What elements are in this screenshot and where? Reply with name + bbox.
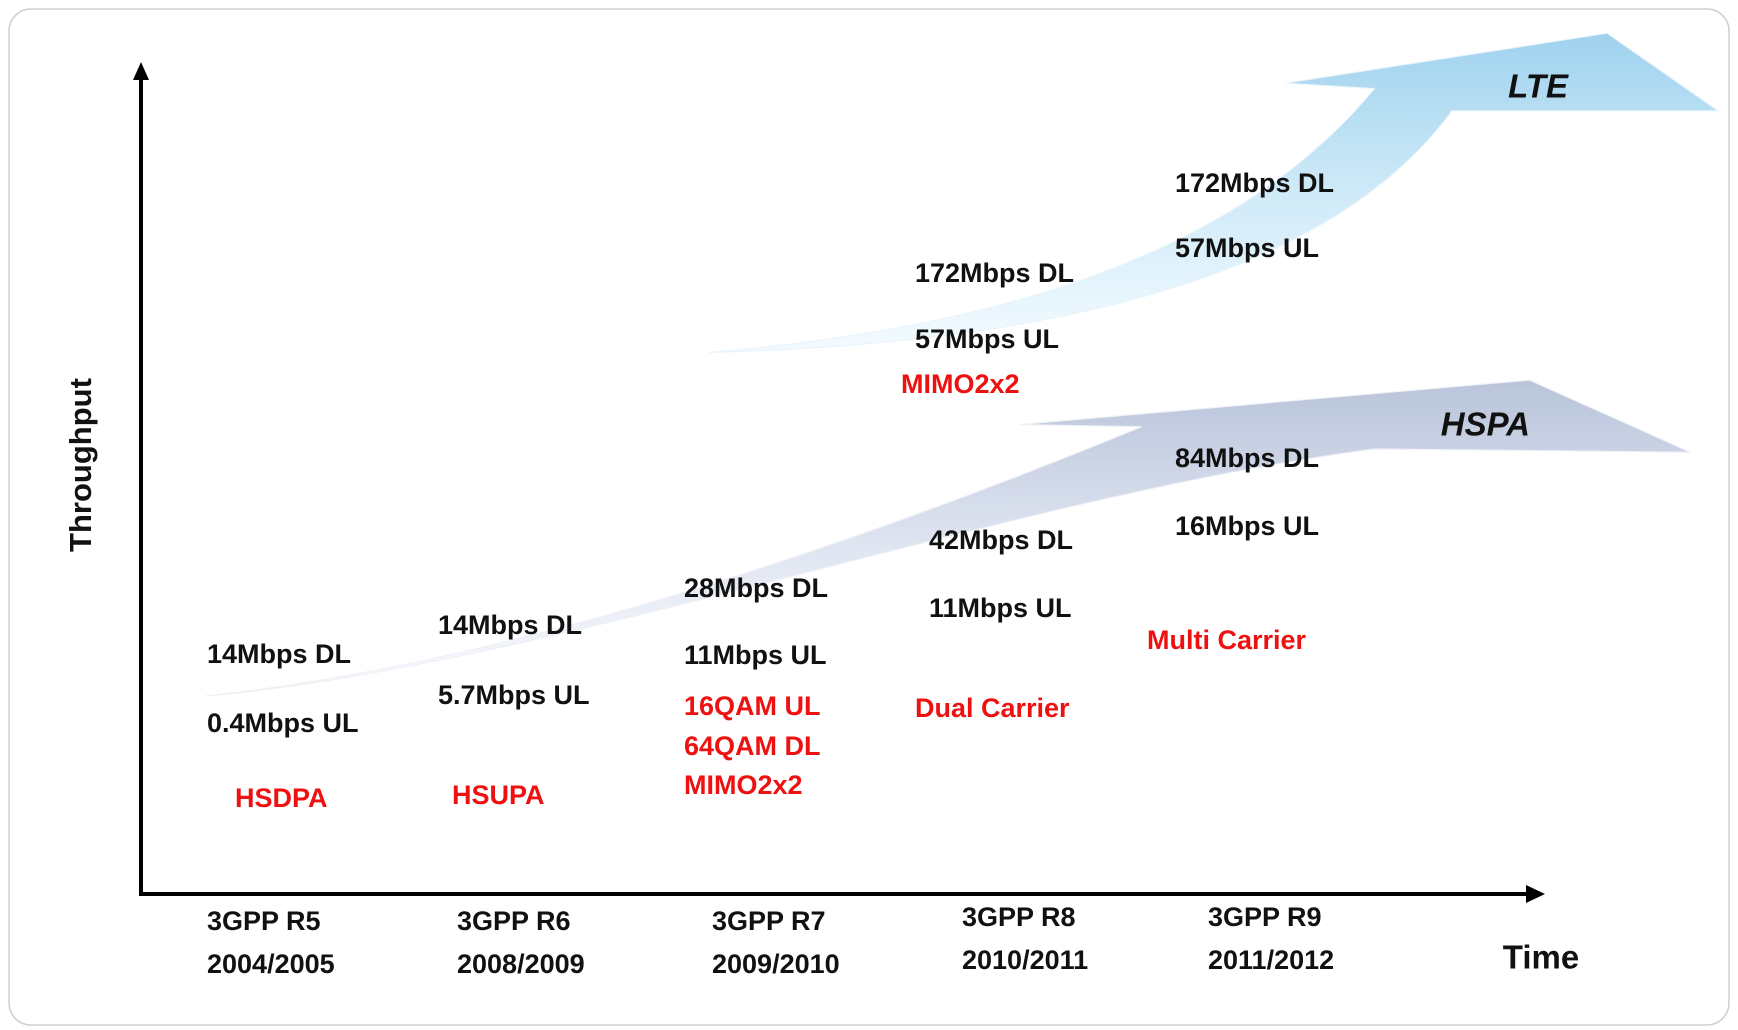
feature: MIMO2x2 (901, 369, 1020, 399)
release-name: 3GPP R7 (712, 906, 826, 936)
diagram: Throughput Time LTE HSPA 3GPP R5 2004/20… (0, 0, 1738, 1030)
dl-rate: 14Mbps DL (438, 610, 582, 640)
ul-rate: 57Mbps UL (1175, 233, 1319, 263)
dl-rate: 172Mbps DL (1175, 168, 1334, 198)
frame (9, 9, 1729, 1025)
arrow-label: LTE (1508, 68, 1569, 105)
feature: Dual Carrier (915, 693, 1070, 723)
dl-rate: 172Mbps DL (915, 258, 1074, 288)
ul-rate: 57Mbps UL (915, 324, 1059, 354)
y-axis-label: Throughput (63, 378, 98, 552)
release-years: 2011/2012 (1208, 945, 1334, 975)
dl-rate: 84Mbps DL (1175, 443, 1319, 473)
arrow-label: HSPA (1441, 406, 1530, 443)
release-name: 3GPP R6 (457, 906, 571, 936)
release-years: 2008/2009 (457, 949, 585, 979)
ul-rate: 0.4Mbps UL (207, 708, 359, 738)
release-years: 2004/2005 (207, 949, 335, 979)
feature: HSDPA (235, 783, 328, 813)
dl-rate: 42Mbps DL (929, 525, 1073, 555)
feature: Multi Carrier (1147, 625, 1307, 655)
ul-rate: 5.7Mbps UL (438, 680, 590, 710)
dl-rate: 14Mbps DL (207, 639, 351, 669)
release-name: 3GPP R5 (207, 906, 321, 936)
feature: 16QAM UL (684, 691, 821, 721)
feature: MIMO2x2 (684, 770, 803, 800)
release-years: 2009/2010 (712, 949, 840, 979)
x-axis-label: Time (1503, 939, 1579, 976)
feature: HSUPA (452, 780, 545, 810)
release-name: 3GPP R8 (962, 902, 1076, 932)
ul-rate: 16Mbps UL (1175, 511, 1319, 541)
release-years: 2010/2011 (962, 945, 1088, 975)
dl-rate: 28Mbps DL (684, 573, 828, 603)
ul-rate: 11Mbps UL (684, 640, 827, 670)
ul-rate: 11Mbps UL (929, 593, 1072, 623)
release-name: 3GPP R9 (1208, 902, 1322, 932)
feature: 64QAM DL (684, 731, 821, 761)
